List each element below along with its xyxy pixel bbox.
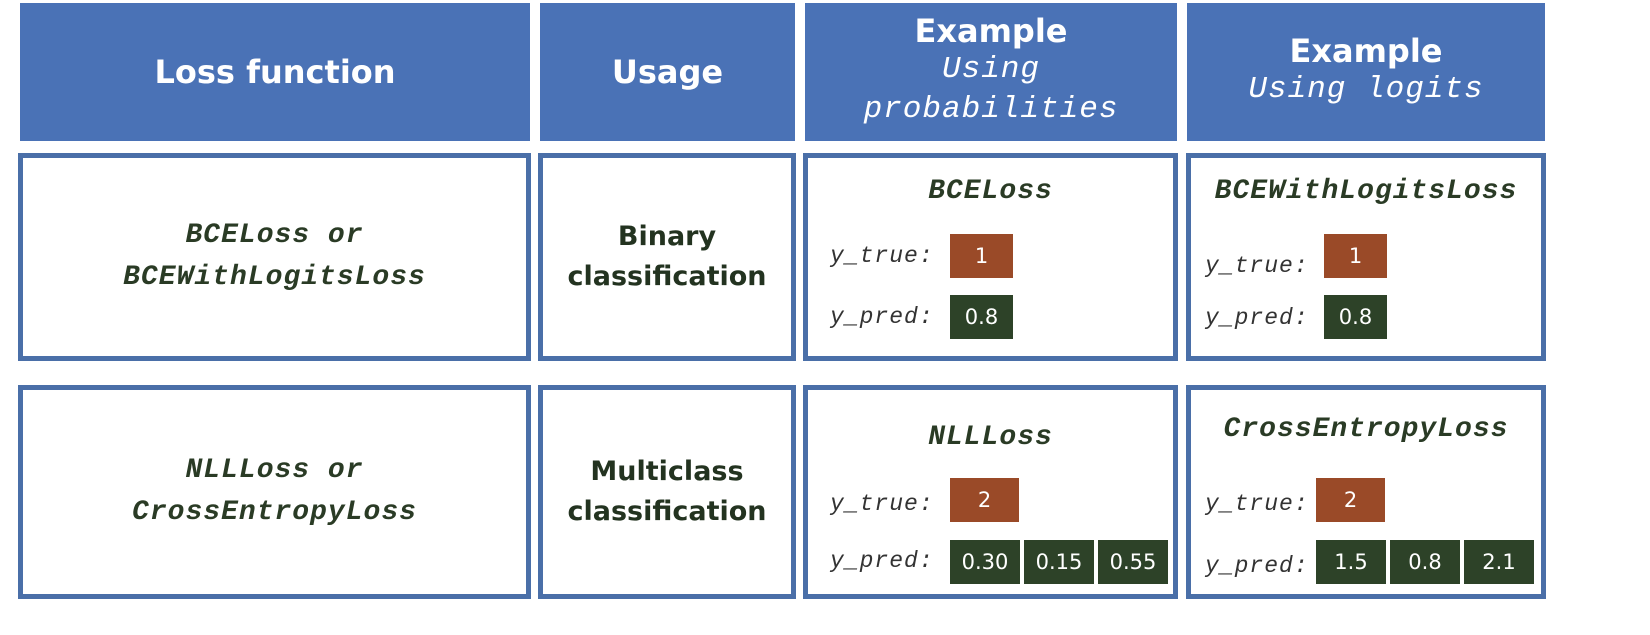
row-1-usage-cell: Binary classification xyxy=(538,153,796,361)
header-example-logits-title: Example xyxy=(1289,32,1443,71)
row-2-prob-y-pred-value-3: 0.55 xyxy=(1098,540,1168,584)
row-2-prob-y-true-value: 2 xyxy=(950,478,1019,522)
row-2-logit-example-name: CrossEntropyLoss xyxy=(1223,414,1509,445)
row-2-prob-example-cell: NLLLoss y_true: 2 y_pred: 0.30 0.15 0.55 xyxy=(803,385,1178,599)
header-example-probabilities: Example Using probabilities xyxy=(805,3,1177,141)
row-1-prob-example-name: BCELoss xyxy=(928,176,1053,207)
header-example-logits-sub: Using logits xyxy=(1248,72,1484,108)
row-2-logit-example-cell: CrossEntropyLoss y_true: 2 y_pred: 1.5 0… xyxy=(1186,385,1546,599)
row-2-usage-line2: classification xyxy=(567,496,767,527)
row-2-loss-line2: CrossEntropyLoss xyxy=(132,497,417,528)
header-example-prob-title: Example xyxy=(914,12,1068,51)
header-loss-function-label: Loss function xyxy=(154,52,396,91)
row-1-prob-y-true-value: 1 xyxy=(950,234,1013,278)
row-2-prob-y-pred-value-1: 0.30 xyxy=(950,540,1020,584)
row-1-logit-example-name: BCEWithLogitsLoss xyxy=(1214,176,1518,207)
row-2-logit-y-pred-value-2: 0.8 xyxy=(1390,540,1460,584)
row-1-loss-line2: BCEWithLogitsLoss xyxy=(123,262,426,293)
header-usage-label: Usage xyxy=(611,52,724,91)
row-2-logit-y-pred-value-1: 1.5 xyxy=(1316,540,1386,584)
row-2-loss-line1: NLLLoss or xyxy=(185,455,364,486)
row-1-prob-y-pred-value: 0.8 xyxy=(950,295,1013,339)
row-2-logit-y-true-label: y_true: xyxy=(1205,491,1309,517)
row-1-prob-y-true-label: y_true: xyxy=(830,243,934,269)
row-1-logit-y-true-value: 1 xyxy=(1324,234,1387,278)
row-2-logit-y-true-value: 2 xyxy=(1316,478,1385,522)
row-2-logit-y-pred-value-3: 2.1 xyxy=(1464,540,1534,584)
row-1-logit-y-pred-label: y_pred: xyxy=(1205,305,1309,331)
row-2-prob-y-pred-value-2: 0.15 xyxy=(1024,540,1094,584)
row-2-prob-y-true-label: y_true: xyxy=(830,491,934,517)
row-2-logit-y-pred-label: y_pred: xyxy=(1205,553,1309,579)
row-1-usage-line2: classification xyxy=(567,261,767,292)
header-example-prob-sub-line2: probabilities xyxy=(863,92,1119,128)
row-1-logit-y-pred-value: 0.8 xyxy=(1324,295,1387,339)
row-1-prob-example-cell: BCELoss y_true: 1 y_pred: 0.8 xyxy=(803,153,1178,361)
row-1-prob-y-pred-label: y_pred: xyxy=(830,304,934,330)
row-2-usage-line1: Multiclass xyxy=(590,456,744,487)
header-example-logits: Example Using logits xyxy=(1187,3,1545,141)
header-usage: Usage xyxy=(540,3,795,141)
row-1-logit-example-cell: BCEWithLogitsLoss y_true: 1 y_pred: 0.8 xyxy=(1186,153,1546,361)
header-loss-function: Loss function xyxy=(20,3,530,141)
row-1-usage-line1: Binary xyxy=(617,221,717,252)
row-1-loss-cell: BCELoss or BCEWithLogitsLoss xyxy=(18,153,531,361)
row-2-usage-cell: Multiclass classification xyxy=(538,385,796,599)
row-2-prob-example-name: NLLLoss xyxy=(928,422,1053,453)
row-1-logit-y-true-label: y_true: xyxy=(1205,253,1309,279)
row-2-prob-y-pred-label: y_pred: xyxy=(830,548,934,574)
header-example-prob-sub-line1: Using xyxy=(941,52,1040,88)
row-1-loss-line1: BCELoss or xyxy=(185,220,364,251)
row-2-loss-cell: NLLLoss or CrossEntropyLoss xyxy=(18,385,531,599)
